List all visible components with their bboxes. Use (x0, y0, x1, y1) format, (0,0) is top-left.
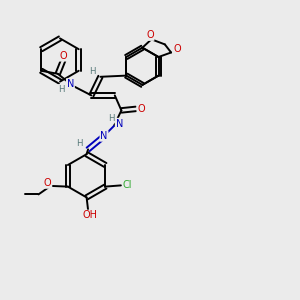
Text: O: O (146, 30, 154, 40)
Text: OH: OH (83, 210, 98, 220)
Text: N: N (67, 79, 74, 89)
Text: N: N (100, 131, 108, 141)
Text: N: N (116, 118, 123, 129)
Text: O: O (174, 44, 182, 54)
Text: O: O (59, 51, 67, 61)
Text: H: H (58, 85, 64, 94)
Text: H: H (89, 67, 95, 76)
Text: H: H (76, 139, 83, 148)
Text: H: H (108, 114, 114, 123)
Text: Cl: Cl (123, 180, 132, 190)
Text: O: O (137, 104, 145, 114)
Text: O: O (44, 178, 51, 188)
